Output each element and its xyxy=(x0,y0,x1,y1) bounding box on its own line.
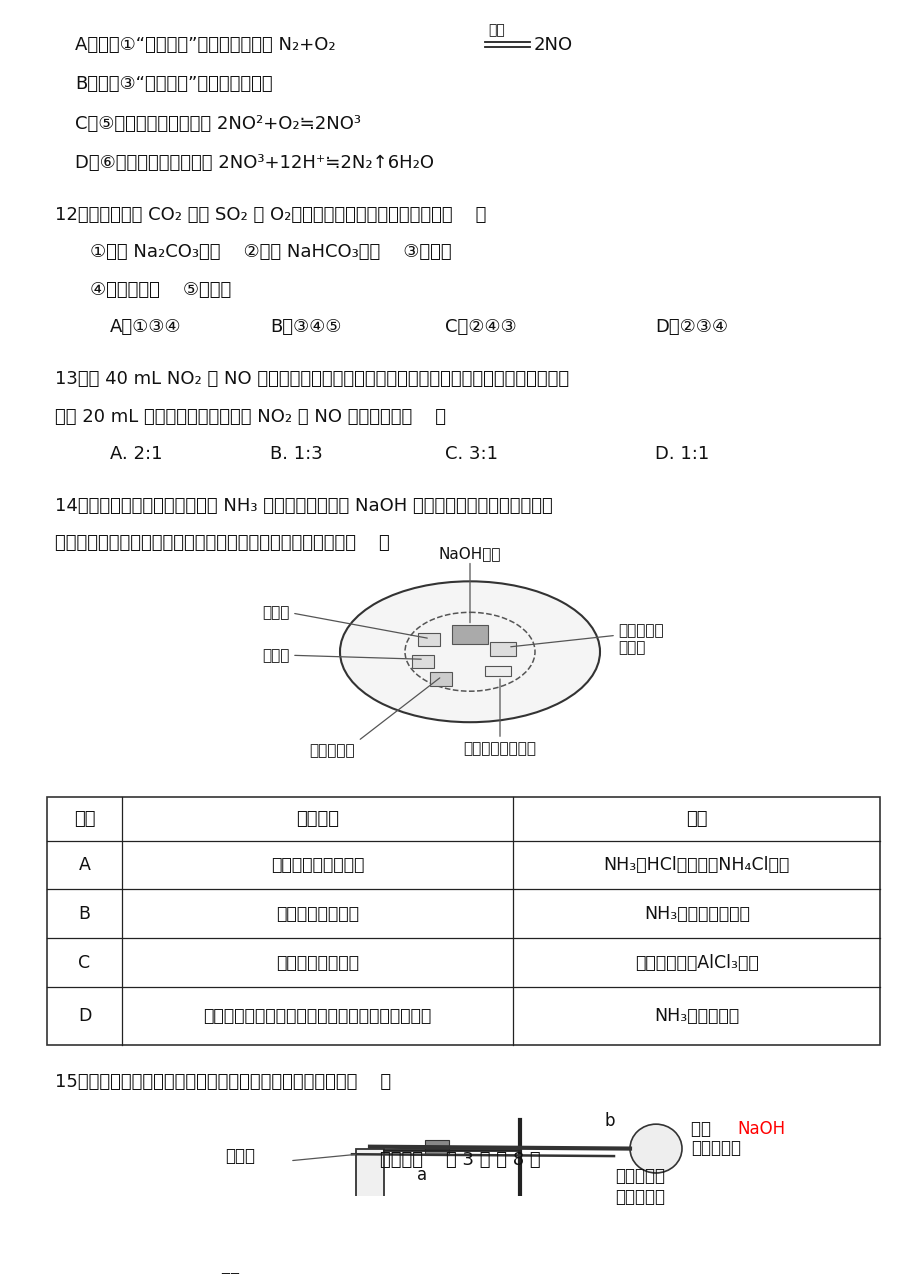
Circle shape xyxy=(301,1198,437,1274)
Ellipse shape xyxy=(340,581,599,722)
Text: 2NO: 2NO xyxy=(533,36,573,54)
Text: 13．将 40 mL NO₂ 和 NO 的混合气体通入倒立于水槽中盛满水的试管里，充分反应后试管中: 13．将 40 mL NO₂ 和 NO 的混合气体通入倒立于水槽中盛满水的试管里… xyxy=(55,369,569,389)
Text: 选项: 选项 xyxy=(74,810,96,828)
Text: 浓盐酸附近产生白烟: 浓盐酸附近产生白烟 xyxy=(271,856,364,874)
Text: 浓硫酸附近无现象: 浓硫酸附近无现象 xyxy=(276,905,358,922)
Text: 解释: 解释 xyxy=(686,810,707,828)
Text: B. 1:3: B. 1:3 xyxy=(269,445,323,464)
Text: D．⑥中涉及的反应可能有 2NO³+12H⁺≒2N₂↑6H₂O: D．⑥中涉及的反应可能有 2NO³+12H⁺≒2N₂↑6H₂O xyxy=(75,154,434,172)
Text: NH₃是可溶性碱: NH₃是可溶性碱 xyxy=(653,1008,739,1026)
Text: 铜片: 铜片 xyxy=(220,1271,240,1274)
Text: a: a xyxy=(417,1166,427,1184)
Text: 浓硫酸: 浓硫酸 xyxy=(262,647,289,662)
Bar xyxy=(412,655,434,668)
Bar xyxy=(47,798,879,1045)
Text: 15．某学生验证浓硫酸性质的实验如图。下列叙述错误的是（    ）: 15．某学生验证浓硫酸性质的实验如图。下列叙述错误的是（ ） xyxy=(55,1074,391,1092)
Text: ①饱和 Na₂CO₃溶液    ②饱和 NaHCO₃溶液    ③浓硫酸: ①饱和 Na₂CO₃溶液 ②饱和 NaHCO₃溶液 ③浓硫酸 xyxy=(90,243,451,261)
Bar xyxy=(451,626,487,645)
Text: 溶液的棉花: 溶液的棉花 xyxy=(690,1139,740,1157)
Text: 蕊试纸: 蕊试纸 xyxy=(618,640,644,655)
Bar xyxy=(490,642,516,656)
Text: 湿润红色石: 湿润红色石 xyxy=(618,623,663,638)
Text: 氯化物溶液变浑浊: 氯化物溶液变浑浊 xyxy=(276,954,358,972)
Text: A. 2:1: A. 2:1 xyxy=(110,445,163,464)
Bar xyxy=(484,666,510,676)
Text: 液的滤纸条: 液的滤纸条 xyxy=(614,1189,664,1206)
Text: D: D xyxy=(78,1008,91,1026)
Text: 蘸有: 蘸有 xyxy=(690,1120,716,1139)
Text: D. 1:1: D. 1:1 xyxy=(654,445,709,464)
Text: B: B xyxy=(78,905,90,922)
Text: 氯化物溶液: 氯化物溶液 xyxy=(309,743,355,758)
Text: 该溶液一定是AlCl₃溶液: 该溶液一定是AlCl₃溶液 xyxy=(634,954,758,972)
Text: 干燥红色石蕊试纸不变色，湿润红色石蕊试纸变蓝: 干燥红色石蕊试纸不变色，湿润红色石蕊试纸变蓝 xyxy=(203,1008,431,1026)
Text: C: C xyxy=(78,954,90,972)
Text: C．⑤中涉及的反应可能有 2NO²+O₂≒2NO³: C．⑤中涉及的反应可能有 2NO²+O₂≒2NO³ xyxy=(75,115,360,132)
Text: 实验现象: 实验现象 xyxy=(296,810,339,828)
Text: A．①③④: A．①③④ xyxy=(110,318,181,336)
Text: 12．为除去混入 CO₂ 中的 SO₂ 和 O₂，下列试剂的使用顺序正确的是（    ）: 12．为除去混入 CO₂ 中的 SO₂ 和 O₂，下列试剂的使用顺序正确的是（ … xyxy=(55,205,486,224)
Text: 浓硫酸: 浓硫酸 xyxy=(225,1147,255,1166)
Text: 蘸有品红试: 蘸有品红试 xyxy=(614,1167,664,1185)
Text: 高一化学    第 3 页 共 8 页: 高一化学 第 3 页 共 8 页 xyxy=(380,1152,539,1170)
Text: C. 3:1: C. 3:1 xyxy=(445,445,497,464)
Bar xyxy=(357,1149,382,1204)
Text: NH₃与HCl反应生成NH₄Cl固体: NH₃与HCl反应生成NH₄Cl固体 xyxy=(603,856,789,874)
Text: C．②④③: C．②④③ xyxy=(445,318,516,336)
Text: 另一表面皿扣在上面。下表中对实验现象所做的解释正确的是（    ）: 另一表面皿扣在上面。下表中对实验现象所做的解释正确的是（ ） xyxy=(55,534,390,553)
Text: NaOH: NaOH xyxy=(736,1120,784,1139)
Text: ④灼热的铜网    ⑤碱石灰: ④灼热的铜网 ⑤碱石灰 xyxy=(90,280,231,299)
Text: NH₃与浓硫酸不反应: NH₃与浓硫酸不反应 xyxy=(643,905,749,922)
Text: 干燥红色石蕊试纸: 干燥红色石蕊试纸 xyxy=(463,741,536,755)
Text: NaOH固体: NaOH固体 xyxy=(438,545,501,561)
Text: 14．如图所示，利用培养皿探究 NH₃ 的性质。实验时向 NaOH 固体上滴几滴浓氨水，立即用: 14．如图所示，利用培养皿探究 NH₃ 的性质。实验时向 NaOH 固体上滴几滴… xyxy=(55,497,552,515)
Bar xyxy=(429,673,451,685)
Bar xyxy=(356,1149,383,1205)
Text: B．过程③“固氮作用”中，氮气被还原: B．过程③“固氮作用”中，氮气被还原 xyxy=(75,75,272,93)
Text: D．②③④: D．②③④ xyxy=(654,318,727,336)
Text: A: A xyxy=(78,856,90,874)
Bar xyxy=(417,633,439,646)
Text: B．③④⑤: B．③④⑤ xyxy=(269,318,341,336)
Text: 剩余 20 mL 气体，则原混合气体中 NO₂ 和 NO 的体积比为（    ）: 剩余 20 mL 气体，则原混合气体中 NO₂ 和 NO 的体积比为（ ） xyxy=(55,408,446,426)
Text: 浓盐酸: 浓盐酸 xyxy=(262,605,289,620)
Bar xyxy=(425,1140,448,1154)
Circle shape xyxy=(630,1124,681,1173)
Text: A．过程①“雷电作用”中发生的反应是 N₂+O₂: A．过程①“雷电作用”中发生的反应是 N₂+O₂ xyxy=(75,36,335,54)
Text: b: b xyxy=(604,1112,615,1130)
Text: 放电: 放电 xyxy=(487,23,505,37)
